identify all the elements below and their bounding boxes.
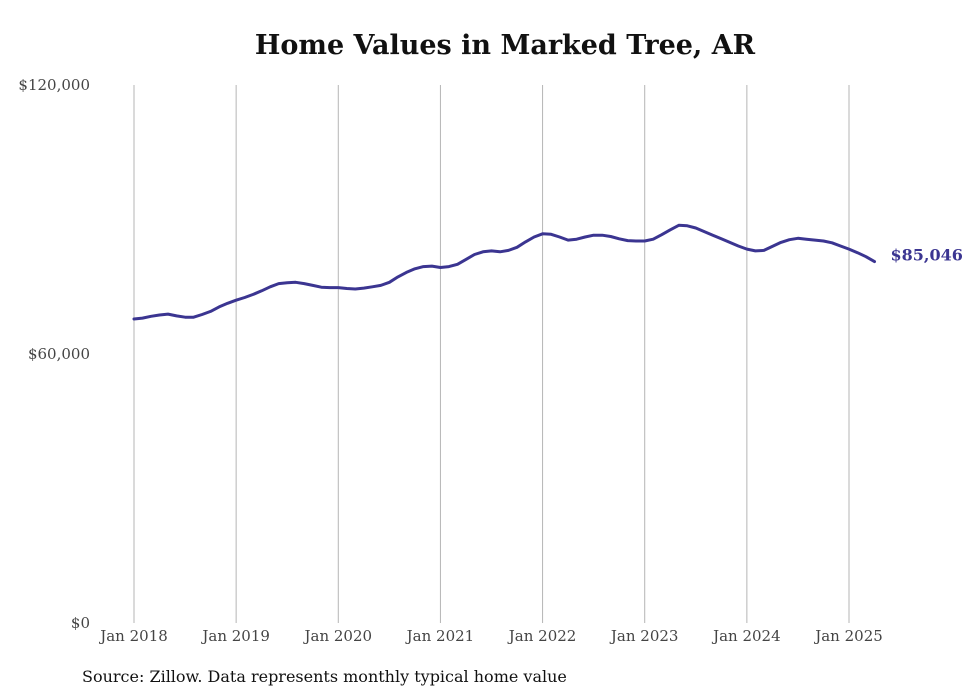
x-tick-label: Jan 2020 [303,627,373,645]
x-tick-label: Jan 2023 [609,627,679,645]
x-tick-label: Jan 2025 [813,627,883,645]
grid-lines [133,85,850,623]
y-axis: $0 $60,000 $120,000 [18,76,90,632]
y-tick-label: $0 [71,614,90,632]
x-axis: Jan 2018 Jan 2019 Jan 2020 Jan 2021 Jan 2022… [98,627,883,645]
series-line [132,223,876,321]
x-tick-label: Jan 2022 [507,627,577,645]
y-tick-label: $120,000 [18,76,90,94]
chart-title: Home Values in Marked Tree, AR [254,30,756,61]
x-tick-label: Jan 2018 [98,627,168,645]
x-tick-label: Jan 2021 [405,627,475,645]
x-tick-label: Jan 2019 [200,627,270,645]
y-tick-label: $60,000 [28,345,90,363]
source-note: Source: Zillow. Data represents monthly … [82,667,567,686]
x-tick-label: Jan 2024 [711,627,781,645]
end-value-label: $85,046 [891,246,963,265]
